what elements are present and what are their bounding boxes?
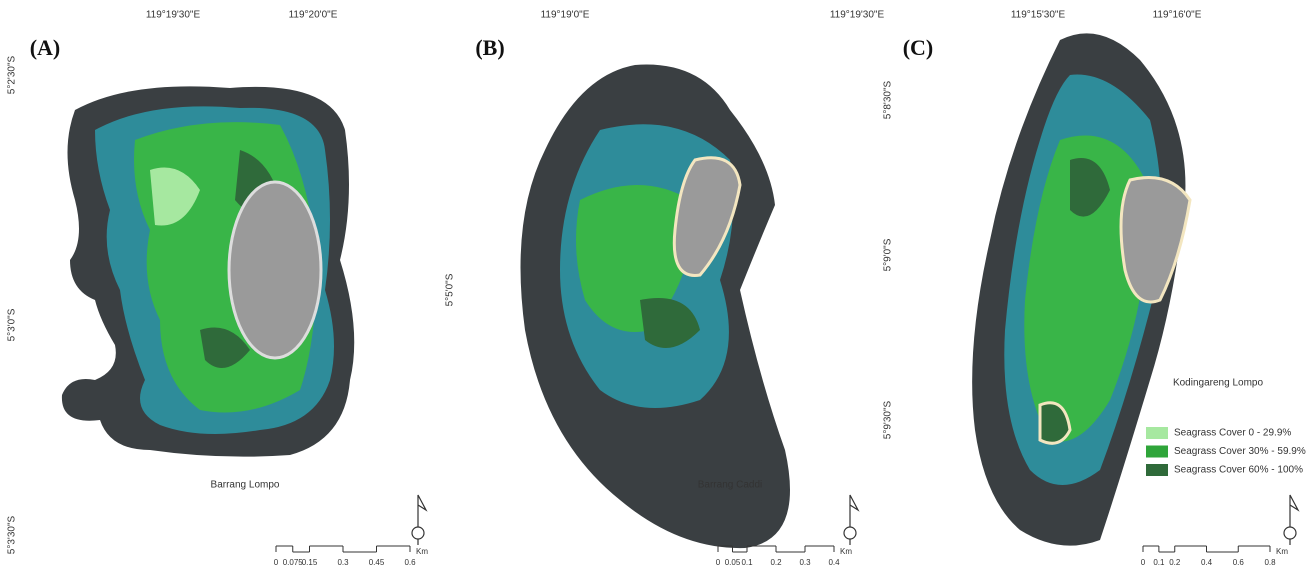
scale-label: 0.6 [1233, 558, 1245, 567]
latitude-label: 5°5'0"S [445, 273, 456, 306]
latitude-label: 5°3'0"S [7, 308, 18, 341]
scale-label: 0.4 [1201, 558, 1213, 567]
legend-swatch [1146, 427, 1168, 439]
longitude-label: 119°15'30"E [1011, 10, 1066, 21]
legend-label: Seagrass Cover 30% - 59.9% [1174, 446, 1306, 457]
latitude-label: 5°9'30"S [883, 400, 894, 439]
longitude-label: 119°19'30"E [830, 10, 885, 21]
scale-label: 0.6 [404, 558, 416, 567]
scale-label: 0.3 [337, 558, 349, 567]
north-arrow-circle [1284, 527, 1296, 539]
scale-label: 0.05 [725, 558, 741, 567]
legend-label: Seagrass Cover 60% - 100% [1174, 465, 1303, 476]
scale-label: 0.2 [770, 558, 782, 567]
legend-label: Seagrass Cover 0 - 29.9% [1174, 428, 1291, 439]
latitude-label: 5°9'0"S [883, 238, 894, 271]
scale-label: 0.45 [369, 558, 385, 567]
scale-label: 0.3 [799, 558, 811, 567]
scale-label: 0.4 [828, 558, 840, 567]
longitude-label: 119°20'0"E [289, 10, 338, 21]
panel-label: (C) [903, 35, 934, 60]
island-name: Barrang Lompo [211, 480, 280, 491]
latitude-label: 5°3'30"S [7, 515, 18, 554]
scale-label: 0 [1141, 558, 1146, 567]
longitude-label: 119°19'30"E [146, 10, 201, 21]
latitude-label: 5°2'30"S [7, 55, 18, 94]
island-name: Kodingareng Lompo [1173, 378, 1264, 389]
scale-label: 0.8 [1264, 558, 1276, 567]
scale-bar [276, 546, 410, 552]
scale-unit: Km [1276, 547, 1288, 556]
legend-swatch [1146, 464, 1168, 476]
scale-bar [1143, 546, 1270, 552]
island-a [62, 86, 354, 456]
scale-label: 0.15 [302, 558, 318, 567]
scale-label: 0.075 [283, 558, 304, 567]
legend-swatch [1146, 446, 1168, 458]
longitude-label: 119°16'0"E [1153, 10, 1202, 21]
panel-label: (B) [475, 35, 504, 60]
scale-label: 0.1 [741, 558, 753, 567]
island-b [521, 65, 791, 549]
longitude-label: 119°19'0"E [541, 10, 590, 21]
scale-label: 0 [274, 558, 279, 567]
scale-unit: Km [416, 547, 428, 556]
north-arrow-circle [412, 527, 424, 539]
island-name: Barrang Caddi [698, 480, 762, 491]
figure: (A) 119°19'30"E 119°20'0"E 5°2'30"S 5°3'0"S 5… [0, 0, 1314, 570]
panel-label: (A) [30, 35, 61, 60]
scale-label: 0.1 [1153, 558, 1165, 567]
scale-unit: Km [840, 547, 852, 556]
scale-label: 0 [716, 558, 721, 567]
scale-label: 0.2 [1169, 558, 1181, 567]
north-arrow-circle [844, 527, 856, 539]
latitude-label: 5°8'30"S [883, 80, 894, 119]
